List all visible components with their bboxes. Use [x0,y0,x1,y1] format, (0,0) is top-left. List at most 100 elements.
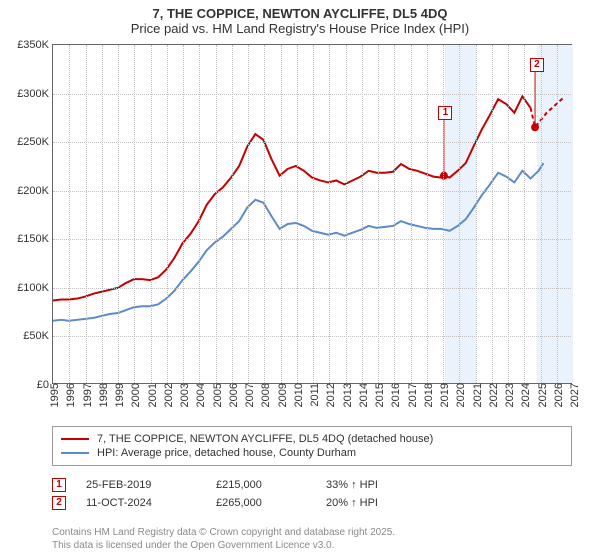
gridline-h [53,239,571,240]
x-axis-tick: 2022 [488,383,500,407]
y-axis-tick: £200K [17,185,53,197]
gridline-v [476,45,477,383]
x-axis-tick: 2026 [553,383,565,407]
chart-title-1: 7, THE COPPICE, NEWTON AYCLIFFE, DL5 4DQ [10,6,590,21]
legend-row: HPI: Average price, detached house, Coun… [61,447,563,459]
sale-date: 25-FEB-2019 [86,479,196,491]
x-axis-tick: 2012 [325,383,337,407]
x-axis-tick: 2004 [195,383,207,407]
gridline-h [53,142,571,143]
gridline-v [346,45,347,383]
x-axis-tick: 2003 [179,383,191,407]
x-axis-tick: 2025 [537,383,549,407]
legend-row: 7, THE COPPICE, NEWTON AYCLIFFE, DL5 4DQ… [61,433,563,445]
footer-line-2: This data is licensed under the Open Gov… [52,539,572,552]
y-axis-tick: £350K [17,39,53,51]
gridline-v [557,45,558,383]
sale-marker-label: 1 [438,106,452,120]
gridline-h [53,288,571,289]
y-axis-tick: £150K [17,233,53,245]
sale-price: £215,000 [216,479,306,491]
y-axis-tick: £250K [17,136,53,148]
price-chart: £0£50K£100K£150K£200K£250K£300K£350K1995… [52,44,572,384]
x-axis-tick: 2017 [407,383,419,407]
gridline-v [329,45,330,383]
x-axis-tick: 2014 [358,383,370,407]
gridline-v [313,45,314,383]
gridline-v [427,45,428,383]
x-axis-tick: 2008 [260,383,272,407]
legend-label: 7, THE COPPICE, NEWTON AYCLIFFE, DL5 4DQ… [97,433,433,445]
sale-index-box: 1 [52,478,66,492]
gridline-v [394,45,395,383]
x-axis-tick: 2002 [163,383,175,407]
sale-row: 1 25-FEB-2019 £215,000 33% ↑ HPI [52,478,572,492]
chart-svg [53,45,571,384]
x-axis-tick: 2023 [504,383,516,407]
gridline-v [459,45,460,383]
x-axis-tick: 2019 [439,383,451,407]
gridline-v [86,45,87,383]
y-axis-tick: £300K [17,88,53,100]
x-axis-tick: 2020 [455,383,467,407]
gridline-v [199,45,200,383]
gridline-v [69,45,70,383]
footer-attribution: Contains HM Land Registry data © Crown c… [52,526,572,552]
x-axis-tick: 2013 [342,383,354,407]
x-axis-tick: 2018 [423,383,435,407]
x-axis-tick: 2011 [309,383,321,407]
x-axis-tick: 1998 [98,383,110,407]
x-axis-tick: 2001 [147,383,159,407]
gridline-v [362,45,363,383]
gridline-v [524,45,525,383]
y-axis-tick: £100K [17,282,53,294]
gridline-v [167,45,168,383]
chart-title-2: Price paid vs. HM Land Registry's House … [10,21,590,36]
gridline-v [508,45,509,383]
x-axis-tick: 2015 [374,383,386,407]
sale-hpi: 33% ↑ HPI [326,479,416,491]
gridline-h [53,94,571,95]
gridline-h [53,191,571,192]
gridline-v [151,45,152,383]
gridline-v [297,45,298,383]
x-axis-tick: 1995 [49,383,61,407]
gridline-v [378,45,379,383]
legend-swatch [61,452,89,454]
x-axis-tick: 2016 [390,383,402,407]
footer-line-1: Contains HM Land Registry data © Crown c… [52,526,572,539]
chart-legend: 7, THE COPPICE, NEWTON AYCLIFFE, DL5 4DQ… [52,426,572,466]
x-axis-tick: 1997 [82,383,94,407]
gridline-v [411,45,412,383]
gridline-v [264,45,265,383]
x-axis-tick: 2027 [569,383,581,407]
legend-label: HPI: Average price, detached house, Coun… [97,447,356,459]
gridline-v [102,45,103,383]
sale-marker-label: 2 [530,58,544,72]
sale-date: 11-OCT-2024 [86,497,196,509]
x-axis-tick: 2000 [130,383,142,407]
x-axis-tick: 1999 [114,383,126,407]
gridline-v [248,45,249,383]
sale-index-box: 2 [52,496,66,510]
gridline-v [216,45,217,383]
x-axis-tick: 1996 [65,383,77,407]
x-axis-tick: 2009 [277,383,289,407]
gridline-v [134,45,135,383]
x-axis-tick: 2007 [244,383,256,407]
x-axis-tick: 2010 [293,383,305,407]
x-axis-tick: 2006 [228,383,240,407]
legend-swatch [61,438,89,440]
gridline-h [53,336,571,337]
gridline-v [183,45,184,383]
sale-row: 2 11-OCT-2024 £265,000 20% ↑ HPI [52,496,572,510]
gridline-v [232,45,233,383]
sale-hpi: 20% ↑ HPI [326,497,416,509]
sale-price: £265,000 [216,497,306,509]
y-axis-tick: £50K [23,330,53,342]
gridline-v [281,45,282,383]
gridline-v [541,45,542,383]
gridline-v [443,45,444,383]
gridline-v [118,45,119,383]
sales-table: 1 25-FEB-2019 £215,000 33% ↑ HPI 2 11-OCT-202… [52,474,572,514]
